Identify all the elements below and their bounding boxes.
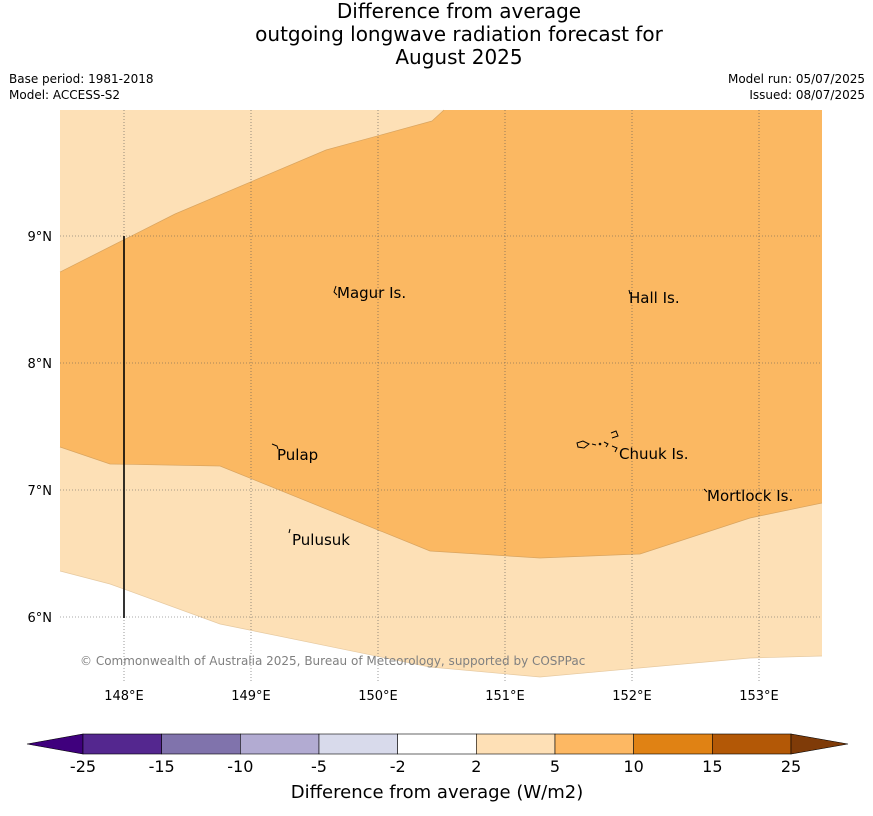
gridlines <box>60 110 822 682</box>
island-outlines <box>271 285 708 534</box>
chart-title: Difference from average outgoing longwav… <box>0 0 873 69</box>
place-label-chuuk: Chuuk Is. <box>619 445 688 463</box>
issued-date: Issued: 08/07/2025 <box>749 88 865 102</box>
model-name: Model: ACCESS-S2 <box>9 88 121 102</box>
hall-island-shape <box>628 289 631 295</box>
colorbar-segments <box>26 733 849 755</box>
model-run: Model run: 05/07/2025 <box>727 72 865 86</box>
colorbar-extend-low <box>26 733 84 755</box>
colorbar-extend-high <box>790 733 849 755</box>
lon-tick-149: 149°E <box>231 689 271 704</box>
title-line-3: August 2025 <box>395 45 523 69</box>
mortlock-island-shape <box>703 488 708 493</box>
colorbar-segment-5 <box>476 733 556 755</box>
colorbar-axis-label: Difference from average (W/m2) <box>291 782 583 803</box>
copyright-notice: © Commonwealth of Australia 2025, Bureau… <box>80 654 585 668</box>
contour-line-upper <box>59 109 445 273</box>
colorbar-label-2: -10 <box>227 757 253 776</box>
title-line-1: Difference from average <box>336 0 582 23</box>
lat-tick-8n: 8°N <box>28 357 53 372</box>
colorbar-label-7: 10 <box>623 757 643 776</box>
lat-tick-7n: 7°N <box>28 484 53 499</box>
contour-low-fill <box>60 110 822 677</box>
colorbar-label-3: -5 <box>311 757 327 776</box>
lon-tick-150: 150°E <box>358 689 398 704</box>
contour-line-bottom <box>59 570 823 678</box>
pulap-island-shape <box>271 443 279 450</box>
lon-tick-labels: 148°E 149°E 150°E 151°E 152°E 153°E <box>104 689 779 704</box>
colorbar-label-1: -15 <box>149 757 175 776</box>
colorbar-segment-2 <box>240 733 320 755</box>
colorbar-segment-4 <box>397 733 477 755</box>
colorbar-segment-8 <box>712 733 792 755</box>
lon-tick-153: 153°E <box>739 689 779 704</box>
lon-tick-152: 152°E <box>612 689 652 704</box>
colorbar-segment-0 <box>82 733 162 755</box>
meta-right: Model run: 05/07/2025 Issued: 08/07/2025 <box>728 71 865 103</box>
contour-high-fill <box>60 110 822 558</box>
place-label-pulusuk: Pulusuk <box>292 531 350 549</box>
colorbar-label-0: -25 <box>70 757 96 776</box>
colorbar: -25 -15 -10 -5 -2 2 5 10 15 25 Differenc… <box>26 733 849 803</box>
lon-tick-151: 151°E <box>485 689 525 704</box>
place-label-pulap: Pulap <box>277 446 318 464</box>
place-labels: Magur Is. Hall Is. Pulap Chuuk Is. Mortl… <box>277 284 793 549</box>
colorbar-label-4: -2 <box>390 757 406 776</box>
meta-left: Base period: 1981-2018 Model: ACCESS-S2 <box>9 71 154 103</box>
place-label-hall: Hall Is. <box>629 289 680 307</box>
place-label-magur: Magur Is. <box>337 284 406 302</box>
lat-tick-9n: 9°N <box>28 230 53 245</box>
title-line-2: outgoing longwave radiation forecast for <box>255 22 663 46</box>
magur-island-shape <box>333 285 338 296</box>
lat-tick-6n: 6°N <box>28 611 53 626</box>
colorbar-label-5: 2 <box>471 757 481 776</box>
colorbar-label-9: 25 <box>781 757 801 776</box>
lon-tick-148: 148°E <box>104 689 144 704</box>
colorbar-segment-6 <box>554 733 634 755</box>
map-area: Magur Is. Hall Is. Pulap Chuuk Is. Mortl… <box>59 109 823 682</box>
colorbar-segment-3 <box>318 733 398 755</box>
lat-tick-labels: 9°N 8°N 7°N 6°N <box>28 230 53 626</box>
base-period: Base period: 1981-2018 <box>9 72 154 86</box>
colorbar-label-8: 15 <box>702 757 722 776</box>
colorbar-label-6: 5 <box>550 757 560 776</box>
colorbar-labels: -25 -15 -10 -5 -2 2 5 10 15 25 <box>70 757 801 776</box>
chuuk-lagoon-shape <box>576 430 619 453</box>
colorbar-segment-1 <box>161 733 241 755</box>
contour-line-lower <box>59 446 823 559</box>
place-label-mortlock: Mortlock Is. <box>707 487 793 505</box>
colorbar-segment-7 <box>633 733 713 755</box>
pulusuk-island-shape <box>288 528 291 534</box>
